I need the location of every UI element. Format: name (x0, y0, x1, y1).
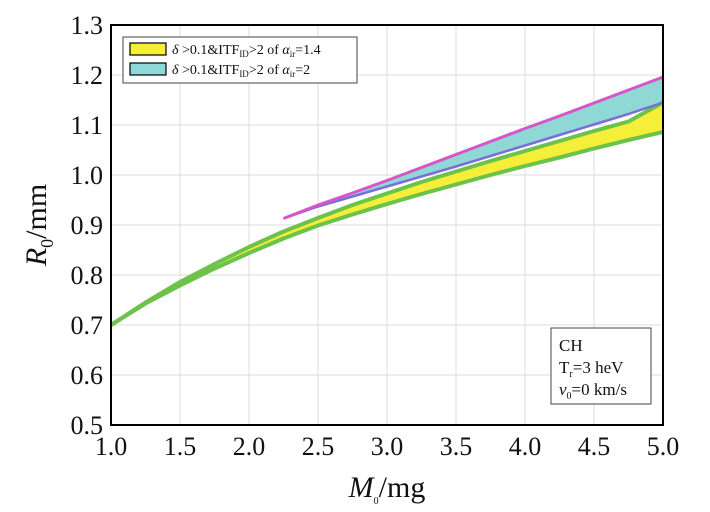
yellow-band-area (111, 102, 663, 325)
y-tick-label: 1.1 (71, 111, 104, 140)
x-tick-label: 4.5 (578, 432, 611, 461)
y-tick-label: 0.6 (71, 361, 104, 390)
cyan-band-upper-line (282, 75, 664, 220)
x-tick-label: 1.5 (164, 432, 197, 461)
legend-swatch-yellow (129, 42, 167, 56)
yellow-band-lower-line (109, 130, 664, 327)
yellow-band-upper-line (109, 100, 664, 327)
y-tick-label: 0.9 (71, 211, 104, 240)
annotation-temperature: Tr=3 heV (559, 358, 624, 380)
x-tick-label: 4.0 (509, 432, 542, 461)
annotation-velocity: v0=0 km/s (559, 380, 627, 402)
x-tick-label: 2.5 (302, 432, 335, 461)
cyan-band-lower-line (283, 101, 664, 220)
y-tick-label: 1.3 (71, 11, 104, 40)
y-tick-label: 1.2 (71, 61, 104, 90)
x-tick-label: 3.5 (440, 432, 473, 461)
x-tick-label: 1.0 (95, 432, 128, 461)
y-tick-label: 0.8 (71, 261, 104, 290)
x-tick-label: 5.0 (647, 432, 680, 461)
y-axis-title-main: R (20, 248, 53, 267)
y-tick-label: 0.7 (71, 311, 104, 340)
x-axis-title: M0/mg (348, 471, 426, 507)
plot-frame (110, 24, 664, 426)
x-axis-title-unit: /mg (379, 471, 426, 504)
bands (109, 75, 664, 327)
legend-label-cyan: δ >0.1&ITFID>2 of αir=2 (172, 63, 310, 79)
y-tick-label: 1.0 (71, 161, 104, 190)
x-tick-label: 3.0 (371, 432, 404, 461)
legend-swatch-cyan (129, 62, 167, 76)
parameter-annotation: CH Tr=3 heV v0=0 km/s (550, 327, 652, 405)
x-axis-title-main: M (348, 471, 376, 504)
x-axis-title-sub: 0 (374, 496, 379, 507)
legend: δ >0.1&ITFID>2 of αir=1.4 δ >0.1&ITFID>2… (122, 36, 358, 84)
annotation-material: CH (559, 336, 583, 355)
legend-label-yellow: δ >0.1&ITFID>2 of αir=1.4 (172, 43, 321, 59)
tick-labels: 1.0 1.5 2.0 2.5 3.0 3.5 4.0 4.5 5.0 0.5 0.6 0.7 0.8 0… (71, 11, 680, 461)
y-axis-title-sub: 0 (37, 239, 57, 248)
y-tick-label: 0.5 (71, 411, 104, 440)
y-axis-title: R0/mm (20, 184, 57, 267)
annotation-box (550, 327, 652, 405)
x-tick-label: 2.0 (233, 432, 266, 461)
y-axis-title-unit: /mm (20, 184, 53, 239)
